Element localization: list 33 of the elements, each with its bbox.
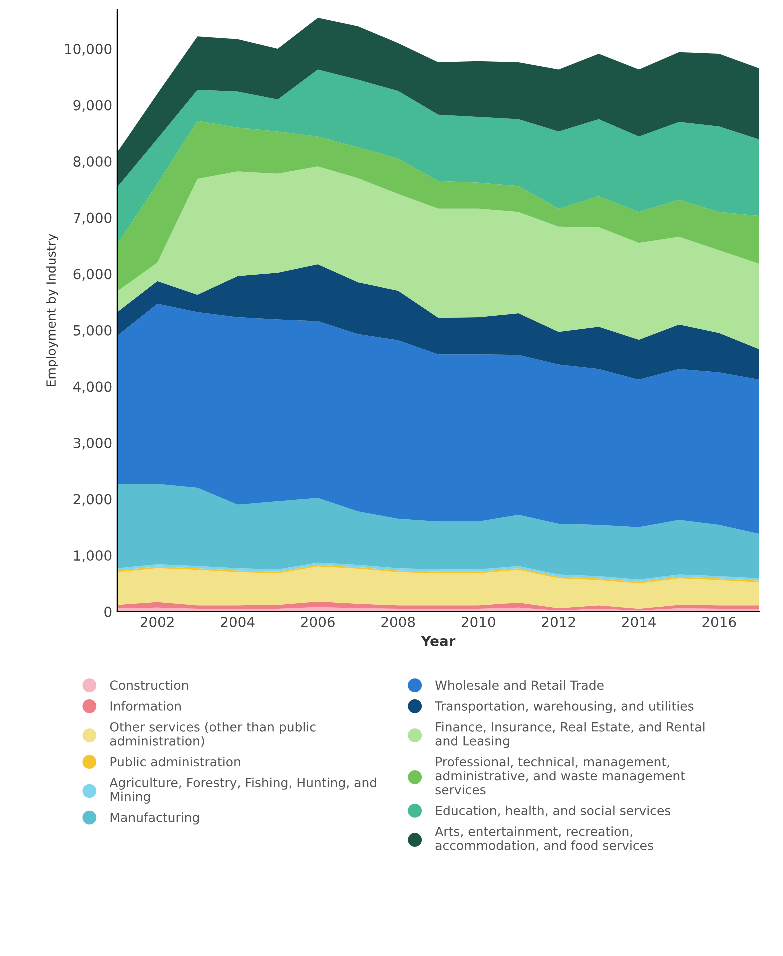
legend-label: Agriculture, Forestry, Fishing, Hunting, and Mining — [110, 778, 376, 804]
legend-label: Transportation, warehousing, and utilities — [435, 701, 694, 714]
y-tick-label: 9,000 — [74, 100, 112, 112]
x-tick-label: 2012 — [542, 616, 576, 628]
legend-label: Arts, entertainment, recreation, accommodation, and food services — [435, 826, 654, 852]
x-tick-label: 2002 — [140, 616, 174, 628]
y-axis-title: Employment by Industry — [46, 234, 58, 386]
y-tick-label: 0 — [104, 606, 112, 618]
legend-label: Education, health, and social services — [436, 806, 671, 817]
legend-label: Other services (other than public administration) — [110, 722, 316, 748]
y-tick-label: 4,000 — [74, 382, 112, 394]
y-tick-label: 5,000 — [74, 325, 112, 338]
legend-label: Information — [110, 701, 181, 711]
x-tick-label: 2004 — [221, 616, 255, 628]
legend-label: Wholesale and Retail Trade — [436, 680, 604, 690]
y-tick-label: 7,000 — [74, 212, 112, 225]
y-tick-label: 10,000 — [66, 44, 112, 56]
x-axis-title: Year — [421, 636, 456, 646]
x-tick-label: 2008 — [382, 616, 416, 628]
y-tick-label: 1,000 — [74, 550, 112, 562]
x-tick-label: 2006 — [301, 616, 335, 628]
legend-label: Finance, Insurance, Real Estate, and Rental and Leasing — [436, 722, 705, 748]
x-tick-label: 2010 — [462, 616, 496, 628]
x-tick-label: 2016 — [702, 616, 736, 628]
x-tick-label: 2014 — [622, 616, 656, 628]
y-tick-label: 8,000 — [74, 156, 112, 168]
legend-label: Professional, technical, management, administrative, and waste management services — [436, 756, 686, 795]
y-tick-label: 2,000 — [74, 494, 112, 506]
y-tick-label: 3,000 — [74, 438, 112, 450]
legend-label: Manufacturing — [110, 812, 200, 825]
legend-label: Public administration — [110, 756, 240, 767]
legend-label: Construction — [110, 680, 188, 690]
y-tick-label: 6,000 — [74, 269, 112, 282]
